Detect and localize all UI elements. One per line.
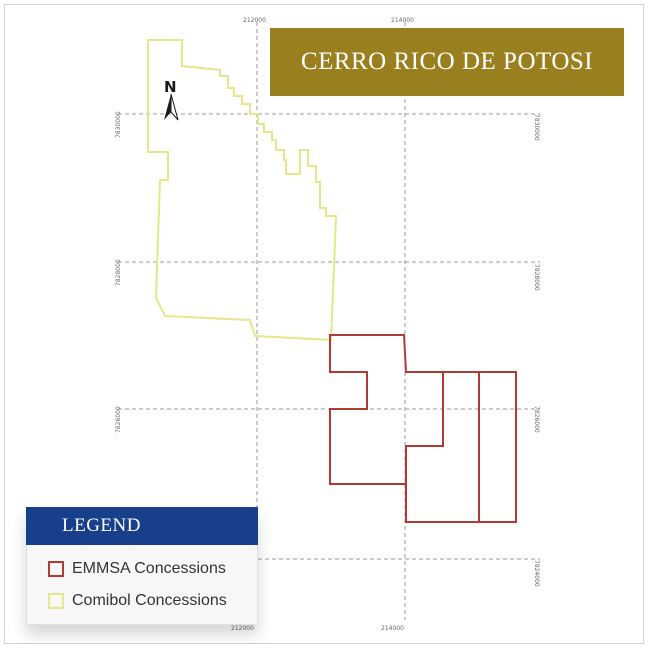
legend-panel: LEGEND EMMSA Concessions Comibol Concess… [26, 507, 258, 625]
coord-top-212000: 212000 [243, 17, 266, 24]
comibol-concession-polygon [147, 39, 338, 342]
coord-right-7826000: 7826000 [533, 406, 540, 433]
coord-left-7828000: 7828000 [115, 259, 122, 286]
legend-item-emmsa: EMMSA Concessions [48, 553, 257, 585]
coord-top-214000: 214000 [391, 17, 414, 24]
legend-label-emmsa: EMMSA Concessions [72, 560, 226, 577]
comibol-swatch-icon [48, 593, 64, 609]
coord-left-7826000: 7826000 [115, 406, 122, 433]
north-arrow: N [164, 78, 179, 121]
legend-body: EMMSA Concessions Comibol Concessions [26, 545, 258, 625]
emmsa-swatch-icon [48, 561, 64, 577]
legend-title: LEGEND [62, 515, 141, 536]
legend-label-comibol: Comibol Concessions [72, 592, 227, 609]
emmsa-concessions [329, 334, 517, 523]
coord-right-7828000: 7828000 [533, 264, 540, 291]
map-title: CERRO RICO DE POTOSI [300, 48, 594, 75]
legend-header: LEGEND [26, 507, 258, 545]
coord-bottom-212000: 212000 [231, 625, 254, 632]
coord-bottom-214000: 214000 [381, 625, 404, 632]
coord-left-7830000: 7830000 [115, 111, 122, 138]
title-banner: CERRO RICO DE POTOSI [270, 28, 624, 96]
coord-right-7830000: 7830000 [533, 114, 540, 141]
legend-item-comibol: Comibol Concessions [48, 585, 257, 617]
north-label: N [164, 78, 177, 96]
emmsa-concession-east [405, 371, 517, 523]
coord-right-7824000: 7824000 [533, 560, 540, 587]
